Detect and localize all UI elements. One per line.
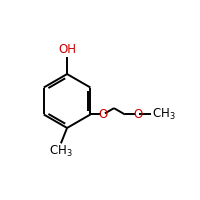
Text: CH$_3$: CH$_3$ <box>49 144 73 159</box>
Text: CH$_3$: CH$_3$ <box>152 107 176 122</box>
Text: O: O <box>98 108 108 121</box>
Text: O: O <box>133 108 142 121</box>
Text: OH: OH <box>58 43 76 56</box>
